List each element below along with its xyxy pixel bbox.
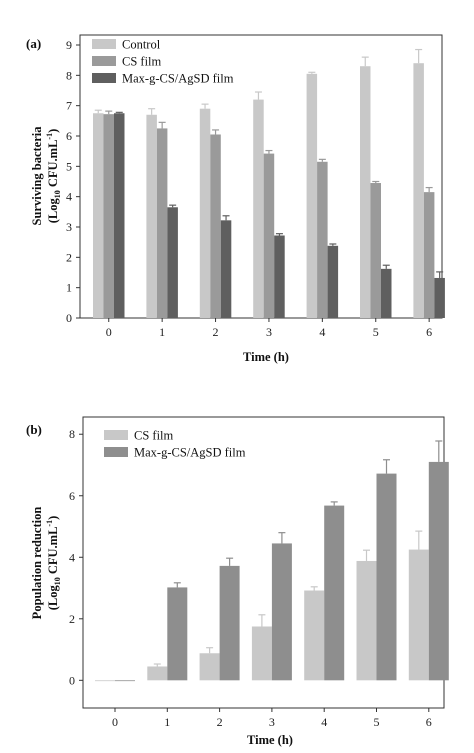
bar-1-6 [413,63,424,319]
legend-label-2: CS film [122,55,162,69]
panel-b-y-axis-label-line1: Population reduction [30,507,44,620]
panel-a-y-axis-label: Surviving bacteria (Log10 CFU.mL-1) [30,126,62,226]
bar-1-6 [408,549,429,681]
panel-b-legend: CS film Max-g-CS/AgSD film [104,429,246,460]
legend-label-2: Max-g-CS/AgSD film [134,446,246,460]
panel-a-y-axis-label-line1: Surviving bacteria [30,126,44,226]
panel-a-x-axis: 0 1 2 3 4 5 6 [106,318,432,339]
bar-2-0 [103,114,114,318]
bar-3-6 [434,277,445,318]
bar-2-2 [210,134,221,318]
y-tick-label: 3 [66,220,72,234]
bar-1-4 [306,73,318,318]
y-tick-label: 8 [69,427,75,441]
y-tick-label: 0 [69,673,75,687]
bar-2-5 [370,183,381,318]
y-tick-label: 2 [66,250,72,264]
panel-b-bars [95,440,449,682]
panel-a: (a) 0 1 2 3 4 5 6 7 8 9 0 1 2 3 4 5 6 Control CS film Max… [26,34,445,364]
bar-1-1 [146,114,157,319]
bar-2-1 [156,128,168,318]
x-tick-label: 2 [213,325,219,339]
bar-3-5 [381,268,392,318]
bar-1-1 [147,666,168,681]
y-tick-label: 1 [66,281,72,295]
x-tick-label: 1 [164,715,170,729]
y-tick-label: 7 [66,99,72,113]
legend-swatch-3 [92,73,116,83]
legend-label-1: Control [122,38,161,52]
bar-2-5 [376,473,397,681]
bar-2-0 [115,680,135,682]
panel-b-y-axis-label: Population reduction (Log10 CFU.mL-1) [30,507,62,620]
x-tick-label: 3 [266,325,272,339]
y-tick-label: 5 [66,159,72,173]
panel-b-x-axis-label: Time (h) [247,733,293,747]
legend-label-1: CS film [134,429,174,443]
panel-a-y-axis: 0 1 2 3 4 5 6 7 8 9 [66,38,80,325]
bar-2-2 [219,565,240,681]
y-tick-label: 0 [66,311,72,325]
bar-1-3 [253,99,264,318]
y-tick-label: 8 [66,68,72,82]
bar-1-2 [199,108,211,318]
bar-1-5 [356,560,377,681]
bar-2-1 [167,587,188,681]
x-tick-label: 0 [112,715,118,729]
panel-a-label: (a) [26,36,41,51]
x-tick-label: 1 [159,325,165,339]
bar-1-2 [199,653,220,681]
legend-swatch-1 [104,430,128,440]
bar-2-4 [324,505,345,681]
panel-a-x-axis-label: Time (h) [243,350,289,364]
x-tick-label: 3 [269,715,275,729]
bar-3-1 [167,207,178,318]
bar-2-6 [428,461,449,681]
bar-2-3 [263,153,275,318]
y-tick-label: 6 [66,129,72,143]
bar-2-3 [271,543,292,681]
x-tick-label: 2 [217,715,223,729]
bar-1-4 [304,590,325,681]
x-tick-label: 6 [426,325,432,339]
bar-1-3 [251,626,272,681]
panel-b-y-axis: 0 2 4 6 8 [69,427,83,687]
x-tick-label: 5 [373,325,379,339]
panel-a-bars [93,48,445,319]
bar-3-3 [274,235,285,318]
bar-1-0 [95,680,115,682]
x-tick-label: 4 [319,325,325,339]
panel-b-y-axis-label-line2: (Log10 CFU.mL-1) [45,516,62,611]
x-tick-label: 5 [374,715,380,729]
bar-1-5 [360,66,371,318]
bar-2-6 [423,192,435,318]
panel-b: (b) 0 2 4 6 8 0 1 2 3 4 5 6 CS film Max-g-CS/AgSD f… [26,416,449,747]
y-tick-label: 4 [69,550,75,564]
bar-3-2 [220,220,232,318]
bar-2-4 [317,161,328,318]
bar-3-0 [114,113,125,318]
legend-swatch-2 [104,447,128,457]
x-tick-label: 4 [321,715,327,729]
y-tick-label: 4 [66,190,72,204]
panel-b-label: (b) [26,422,42,437]
x-tick-label: 0 [106,325,112,339]
panel-b-x-axis: 0 1 2 3 4 5 6 [112,708,432,729]
legend-label-3: Max-g-CS/AgSD film [122,72,234,86]
panel-a-legend: Control CS film Max-g-CS/AgSD film [92,38,234,86]
x-tick-label: 6 [426,715,432,729]
y-tick-label: 9 [66,38,72,52]
panel-a-y-axis-label-line2: (Log10 CFU.mL-1) [45,129,62,224]
y-tick-label: 2 [69,612,75,626]
bar-1-0 [93,113,104,318]
legend-swatch-1 [92,39,116,49]
bar-3-4 [327,245,339,318]
legend-swatch-2 [92,56,116,66]
y-tick-label: 6 [69,489,75,503]
